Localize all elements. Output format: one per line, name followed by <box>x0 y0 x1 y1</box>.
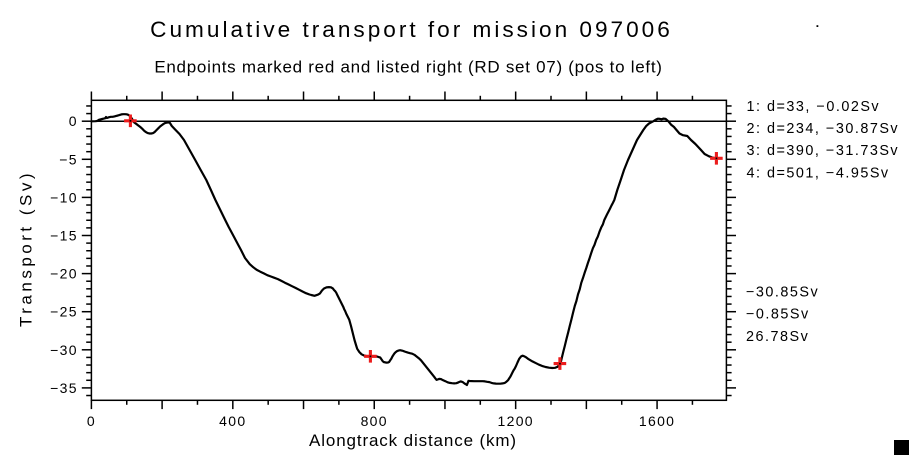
svg-text:2: d=234, −30.87Sv: 2: d=234, −30.87Sv <box>747 121 900 137</box>
svg-text:−20: −20 <box>50 266 78 282</box>
svg-text:Alongtrack distance (km): Alongtrack distance (km) <box>309 431 517 450</box>
svg-text:4: d=501, −4.95Sv: 4: d=501, −4.95Sv <box>747 165 890 181</box>
svg-text:−25: −25 <box>50 304 78 320</box>
svg-text:26.78Sv: 26.78Sv <box>746 329 809 345</box>
svg-text:−15: −15 <box>50 228 78 244</box>
svg-text:Endpoints marked red and liste: Endpoints marked red and listed right (R… <box>154 58 662 77</box>
svg-text:−35: −35 <box>50 380 78 396</box>
svg-text:0: 0 <box>87 413 96 429</box>
svg-text:0: 0 <box>69 113 78 129</box>
svg-text:800: 800 <box>361 413 388 429</box>
svg-text:3: d=390, −31.73Sv: 3: d=390, −31.73Sv <box>747 143 900 159</box>
svg-text:1600: 1600 <box>639 413 675 429</box>
svg-text:Transport (Sv): Transport (Sv) <box>17 170 36 327</box>
svg-text:−10: −10 <box>50 189 78 205</box>
svg-text:−30.85Sv: −30.85Sv <box>746 285 819 301</box>
svg-text:−5: −5 <box>59 151 78 167</box>
svg-text:Cumulative transport for missi: Cumulative transport for mission 097006 <box>150 17 673 42</box>
svg-text:−30: −30 <box>50 342 78 358</box>
svg-text:400: 400 <box>219 413 246 429</box>
svg-text:1: d=33, −0.02Sv: 1: d=33, −0.02Sv <box>747 99 881 115</box>
svg-text:−0.85Sv: −0.85Sv <box>746 307 810 323</box>
svg-text:1200: 1200 <box>498 413 534 429</box>
